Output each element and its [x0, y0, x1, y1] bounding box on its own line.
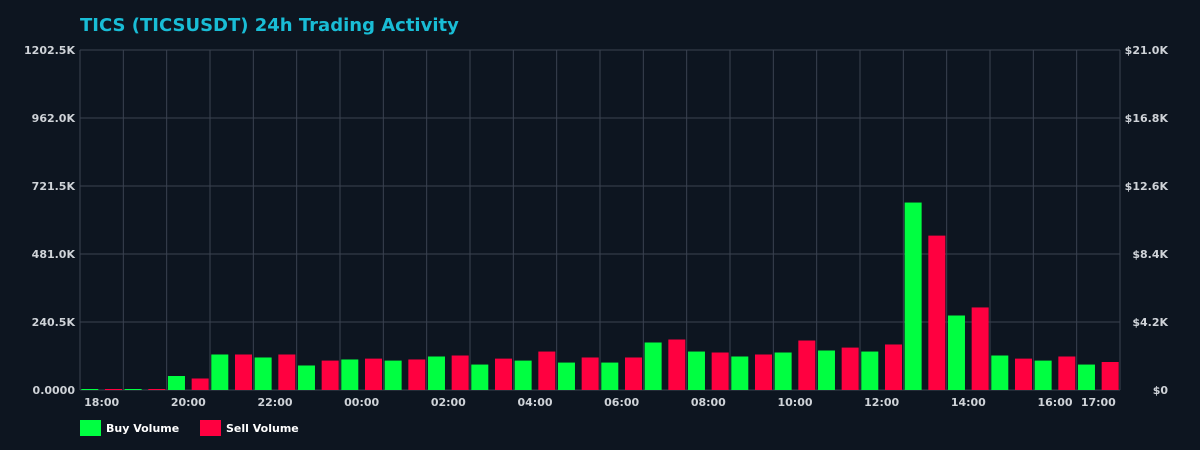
buy-volume-bar	[991, 355, 1009, 390]
x-tick-label: 02:00	[431, 396, 466, 409]
buy-volume-bar	[1077, 364, 1095, 390]
buy-volume-bar	[427, 356, 445, 390]
y-right-tick-label: $12.6K	[1125, 180, 1169, 193]
buy-volume-bar	[514, 360, 532, 390]
buy-volume-bar	[904, 202, 922, 390]
buy-volume-bar	[731, 356, 749, 390]
legend-label-sell: Sell Volume	[226, 421, 299, 435]
buy-volume-bar	[774, 352, 792, 390]
x-tick-label: 08:00	[691, 396, 726, 409]
x-tick-label: 20:00	[171, 396, 206, 409]
sell-volume-bar	[711, 352, 729, 390]
buy-volume-bar	[687, 351, 705, 390]
y-right-tick-label: $4.2K	[1132, 316, 1168, 329]
legend-item-buy: Buy Volume	[80, 420, 179, 436]
y-right-tick-label: $8.4K	[1132, 248, 1168, 261]
y-left-tick-label: 0.0000	[33, 384, 76, 397]
y-left-tick-label: 240.5K	[32, 316, 76, 329]
sell-volume-bar	[798, 340, 816, 390]
y-right-tick-label: $0	[1153, 384, 1169, 397]
x-tick-label: 16:00	[1037, 396, 1072, 409]
sell-volume-bar	[148, 389, 166, 390]
buy-volume-bar	[601, 362, 619, 390]
sell-volume-bar	[321, 360, 339, 390]
sell-volume-bar	[841, 347, 859, 390]
sell-volume-bar	[625, 357, 642, 390]
y-right-tick-label: $16.8K	[1125, 112, 1169, 125]
buy-volume-bar	[254, 357, 272, 390]
sell-volume-bar	[928, 235, 946, 390]
buy-swatch	[80, 420, 101, 436]
buy-volume-bar	[644, 342, 662, 390]
y-right-tick-label: $21.0K	[1125, 44, 1169, 57]
sell-volume-bar	[495, 358, 512, 390]
x-tick-label: 06:00	[604, 396, 639, 409]
y-left-tick-label: 1202.5K	[24, 44, 75, 57]
sell-volume-bar	[1058, 356, 1076, 390]
legend-item-sell: Sell Volume	[200, 420, 299, 436]
sell-volume-bar	[538, 351, 556, 390]
x-tick-label: 17:00	[1081, 396, 1116, 409]
x-tick-label: 10:00	[777, 396, 812, 409]
buy-volume-bar	[557, 362, 575, 390]
buy-volume-bar	[211, 354, 229, 390]
sell-swatch	[200, 420, 221, 436]
buy-volume-bar	[341, 359, 359, 390]
x-tick-label: 22:00	[257, 396, 292, 409]
buy-volume-bar	[297, 365, 315, 390]
x-tick-label: 04:00	[517, 396, 552, 409]
sell-volume-bar	[971, 307, 989, 390]
buy-volume-bar	[471, 364, 489, 390]
sell-volume-bar	[235, 354, 252, 390]
sell-volume-bar	[1015, 358, 1032, 390]
x-tick-label: 18:00	[84, 396, 119, 409]
buy-volume-bar	[81, 389, 99, 390]
buy-volume-bar	[861, 351, 879, 390]
y-left-tick-label: 481.0K	[32, 248, 76, 261]
sell-volume-bar	[1101, 362, 1119, 390]
buy-volume-bar	[817, 350, 835, 390]
sell-volume-bar	[885, 344, 902, 390]
buy-volume-bar	[1034, 360, 1052, 390]
x-tick-label: 12:00	[864, 396, 899, 409]
buy-volume-bar	[124, 389, 142, 390]
sell-volume-bar	[105, 389, 122, 390]
sell-volume-bar	[581, 357, 599, 390]
sell-volume-bar	[365, 358, 382, 390]
buy-volume-bar	[947, 315, 965, 390]
x-tick-label: 00:00	[344, 396, 379, 409]
sell-volume-bar	[755, 354, 772, 390]
sell-volume-bar	[668, 339, 686, 390]
buy-volume-bar	[167, 376, 185, 390]
y-left-tick-label: 721.5K	[32, 180, 76, 193]
x-tick-label: 14:00	[951, 396, 986, 409]
sell-volume-bar	[408, 359, 426, 390]
buy-volume-bar	[384, 360, 402, 390]
legend-label-buy: Buy Volume	[106, 421, 180, 435]
sell-volume-bar	[451, 355, 469, 390]
chart-title: TICS (TICSUSDT) 24h Trading Activity	[80, 15, 459, 36]
y-left-tick-label: 962.0K	[32, 112, 76, 125]
sell-volume-bar	[191, 378, 209, 390]
sell-volume-bar	[278, 354, 296, 390]
